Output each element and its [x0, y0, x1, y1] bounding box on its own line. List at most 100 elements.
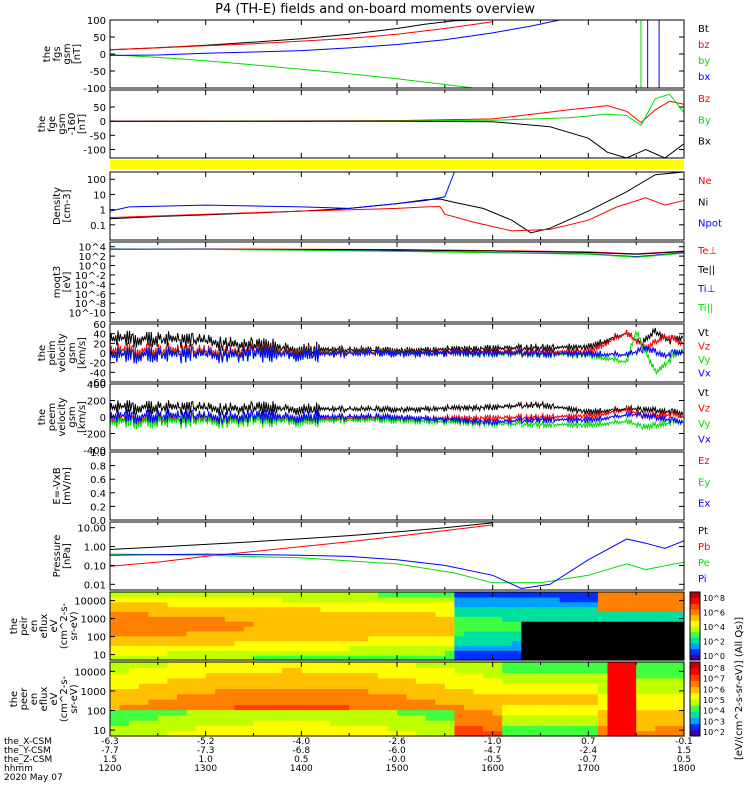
spectrogram-cell: [263, 645, 274, 651]
spectrogram-cell: [416, 640, 427, 647]
spectrogram-cell: [597, 709, 609, 716]
spectrogram-cell: [387, 704, 398, 711]
y-tick-label: 100: [87, 175, 106, 186]
spectrogram-cell: [530, 621, 542, 627]
spectrogram-cell: [454, 630, 465, 637]
spectrogram-cell: [540, 621, 551, 627]
spectrogram-cell: [540, 725, 551, 732]
spectrogram-cell: [655, 606, 666, 613]
spectrogram-cell: [330, 672, 341, 679]
spectrogram-cell: [435, 601, 446, 608]
spectrogram-cell: [521, 720, 532, 727]
spectrogram-cell: [397, 640, 408, 647]
spectrogram-cell: [215, 592, 226, 598]
spectrogram-cell: [664, 630, 676, 637]
legend-label-pressure: Pt: [698, 526, 708, 537]
spectrogram-cell: [148, 714, 159, 721]
spectrogram-cell: [406, 611, 417, 617]
spectrogram-cell: [205, 626, 216, 632]
spectrogram-cell: [607, 592, 618, 598]
spectrogram-cell: [607, 683, 618, 690]
spectrogram-cell: [215, 699, 226, 705]
spectrogram-cell: [186, 683, 197, 690]
spectrogram-cell: [224, 592, 235, 598]
spectrogram-cell: [463, 720, 475, 727]
spectrogram-cell: [406, 596, 417, 603]
spectrogram-cell: [674, 645, 685, 651]
spectrogram-cell: [167, 616, 178, 622]
y-axis-label-line: moqt3: [52, 266, 63, 299]
spectrogram-cell: [655, 699, 666, 705]
spectrogram-cell: [664, 667, 676, 674]
y-tick-label: -50: [90, 131, 106, 142]
spectrogram-cell: [444, 672, 455, 679]
legend-label-efield: Ey: [698, 477, 710, 488]
spectrogram-cell: [291, 606, 302, 613]
spectrogram-cell: [157, 683, 168, 690]
legend-label-peim: Vy: [698, 355, 711, 366]
spectrogram-cell: [377, 683, 389, 690]
spectrogram-cell: [416, 611, 427, 617]
y-tick-label: 60: [93, 320, 106, 331]
spectrogram-cell: [588, 621, 599, 627]
spectrogram-cell: [416, 635, 427, 642]
spectrogram-cell: [463, 730, 475, 737]
spectrogram-cell: [463, 626, 475, 632]
spectrogram-cell: [617, 725, 628, 732]
y-axis-label-line: Pressure: [52, 535, 63, 578]
spectrogram-cell: [416, 725, 427, 732]
spectrogram-cell: [530, 688, 542, 695]
spectrogram-cell: [454, 699, 465, 705]
spectrogram-cell: [129, 662, 140, 668]
spectrogram-cell: [636, 596, 647, 603]
spectrogram-cell: [502, 635, 513, 642]
spectrogram-cell: [263, 672, 274, 679]
spectrogram-cell: [569, 601, 580, 608]
spectrogram-cell: [559, 640, 570, 647]
series-line-Vx: [110, 344, 684, 364]
legend-label-peem: Vt: [698, 388, 709, 399]
spectrogram-cell: [540, 667, 551, 674]
spectrogram-cell: [215, 596, 226, 603]
spectrogram-cell: [167, 606, 178, 613]
spectrogram-cell: [511, 683, 522, 690]
spectrogram-cell: [263, 699, 274, 705]
spectrogram-cell: [282, 688, 293, 695]
spectrogram-cell: [157, 693, 168, 700]
spectrogram-cell: [511, 635, 522, 642]
spectrogram-cell: [578, 677, 589, 684]
spectrogram-cell: [368, 725, 379, 732]
spectrogram-cell: [416, 672, 427, 679]
spectrogram-cell: [272, 592, 283, 598]
spectrogram-cell: [349, 688, 360, 695]
spectrogram-cell: [272, 709, 283, 716]
spectrogram-cell: [339, 611, 350, 617]
spectrogram-cell: [263, 688, 274, 695]
spectrogram-cell: [330, 616, 341, 622]
spectrogram-cell: [664, 672, 676, 679]
spectrogram-cell: [215, 693, 226, 700]
spectrogram-cell: [397, 626, 408, 632]
spectrogram-cell: [617, 720, 628, 727]
y-axis-label-line: peer: [19, 687, 30, 711]
spectrogram-cell: [664, 635, 676, 642]
spectrogram-cell: [636, 725, 647, 732]
spectrogram-cell: [234, 709, 245, 716]
time-axis-value: -4.7: [484, 746, 502, 756]
spectrogram-cell: [310, 596, 322, 603]
spectrogram-cell: [550, 714, 561, 721]
spectrogram-cell: [291, 650, 302, 656]
time-axis-row-label: the_X-CSM: [4, 737, 52, 747]
spectrogram-cell: [492, 616, 503, 622]
y-tick-label: 100: [87, 707, 106, 718]
spectrogram-cell: [473, 630, 484, 637]
spectrogram-cell: [540, 630, 551, 637]
spectrogram-cell: [167, 704, 178, 711]
spectrogram-cell: [636, 699, 647, 705]
spectrogram-cell: [176, 592, 188, 598]
time-axis-value: 1300: [194, 764, 217, 774]
spectrogram-cell: [425, 596, 436, 603]
spectrogram-cell: [617, 621, 628, 627]
spectrogram-cell: [454, 672, 465, 679]
spectrogram-cell: [406, 635, 417, 642]
